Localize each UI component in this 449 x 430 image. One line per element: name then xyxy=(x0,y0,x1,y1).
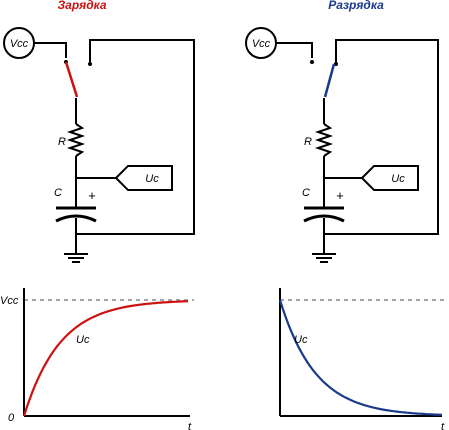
charge-chart-t-label: t xyxy=(188,421,192,430)
charge-chart-origin-label: 0 xyxy=(8,412,15,424)
charge-wires xyxy=(34,39,195,254)
discharge-output-label: Uc xyxy=(391,173,405,185)
charge-curve xyxy=(22,300,189,417)
discharge-resistor-label: R xyxy=(304,136,312,148)
discharge-capacitor xyxy=(303,206,345,223)
discharge-curve xyxy=(278,299,443,416)
discharge-switch xyxy=(310,60,338,98)
charge-chart: Vcc 0 t Uc xyxy=(0,288,194,430)
charge-output-probe: Uc xyxy=(114,165,173,191)
charge-panel: Зарядка Vcc R C + xyxy=(3,0,195,263)
charge-plus-label: + xyxy=(88,188,96,203)
charge-capacitor-label: C xyxy=(54,187,62,199)
discharge-vcc-label: Vcc xyxy=(252,38,271,50)
charge-title: Зарядка xyxy=(57,0,106,12)
discharge-vcc-source: Vcc xyxy=(245,27,277,59)
discharge-panel: Разрядка Vcc R C + xyxy=(245,0,439,263)
discharge-chart-uc-label: Uc xyxy=(294,334,308,346)
charge-chart-uc-label: Uc xyxy=(76,334,90,346)
discharge-capacitor-label: C xyxy=(302,187,310,199)
charge-output-label: Uc xyxy=(145,173,159,185)
charge-ground-icon xyxy=(64,253,88,263)
discharge-wires xyxy=(276,39,439,254)
charge-resistor xyxy=(66,123,86,157)
discharge-chart-t-label: t xyxy=(441,421,445,430)
discharge-chart: t Uc xyxy=(278,288,446,430)
discharge-plus-label: + xyxy=(336,188,344,203)
discharge-resistor xyxy=(314,123,334,157)
charge-switch xyxy=(64,60,92,98)
discharge-title: Разрядка xyxy=(328,0,384,12)
discharge-ground-icon xyxy=(312,253,336,263)
charge-vcc-label: Vcc xyxy=(10,38,29,50)
charge-capacitor xyxy=(55,206,97,223)
charge-chart-vcc-label: Vcc xyxy=(0,295,19,307)
charge-vcc-source: Vcc xyxy=(3,27,35,59)
charge-resistor-label: R xyxy=(58,136,66,148)
discharge-output-probe: Uc xyxy=(360,165,419,191)
